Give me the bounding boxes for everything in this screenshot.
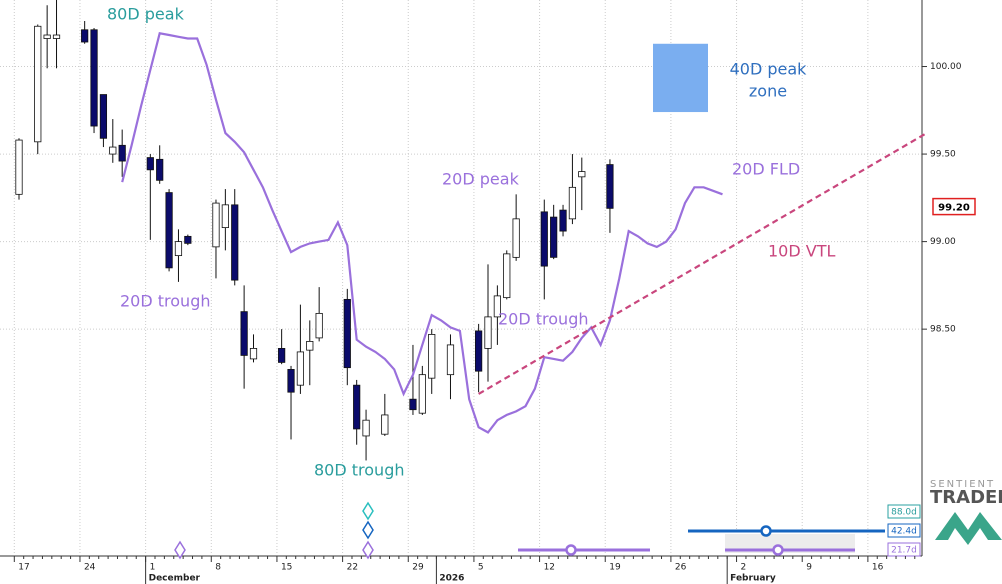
candle-body [15, 139, 23, 195]
plot-area [15, 0, 723, 461]
last-price-box [932, 197, 976, 216]
x-tick-label: 29 [412, 563, 424, 573]
y-tick-label: 98.50 [930, 325, 956, 335]
logo-mark [935, 512, 1002, 545]
candle-body [174, 241, 183, 257]
candle-body [81, 29, 89, 43]
candle-body [43, 34, 51, 39]
candle-body [278, 348, 286, 363]
candle-body [156, 158, 164, 181]
candle-body [146, 157, 154, 171]
annotation: 80D trough [314, 461, 405, 480]
candle-body [315, 312, 323, 339]
candle-body [381, 414, 389, 435]
zone-label: 40D peak [730, 60, 808, 79]
cycle-diamond [362, 540, 374, 560]
cycle-diamond [362, 501, 374, 521]
annotation: 20D peak [442, 170, 520, 189]
vtl-label: 10D VTL [768, 242, 835, 261]
cycle-diamond [362, 520, 374, 540]
candle-body [212, 202, 220, 248]
candle-body [184, 235, 192, 244]
x-tick-label: 12 [544, 563, 555, 573]
candle-body [550, 216, 558, 258]
candle-body [446, 344, 455, 376]
candle-body [559, 209, 567, 232]
cycle-label: 88.0d [891, 508, 917, 518]
cycle-dot [772, 544, 784, 556]
month-label: February [730, 574, 776, 584]
fld-line [121, 32, 723, 434]
cycle-label: 42.4d [891, 527, 917, 537]
candle-body [409, 398, 417, 411]
logo-text: SENTIENT [930, 479, 995, 490]
x-tick-label: 17 [18, 563, 29, 573]
candle-body [34, 25, 42, 143]
candle-body [306, 341, 314, 351]
month-label: December [149, 574, 201, 584]
candle-body [99, 94, 108, 139]
x-tick-label: 8 [215, 563, 221, 573]
candle-body [606, 164, 614, 209]
candle-body [90, 29, 98, 127]
candle-body [493, 295, 501, 318]
candle-body [353, 384, 361, 430]
x-tick-label: 2 [741, 563, 747, 573]
annotation: 20D trough [498, 310, 589, 329]
x-tick-label: 26 [675, 563, 687, 573]
cycle-dot [760, 525, 772, 537]
y-tick-label: 100.00 [930, 62, 962, 72]
logo-text: TRADER [930, 487, 1002, 508]
cycle-shade [725, 534, 855, 553]
candle-body [287, 369, 295, 393]
candle-body [296, 351, 305, 386]
cycle-box [887, 523, 921, 538]
x-tick-label: 24 [84, 563, 96, 573]
candle-body [231, 204, 239, 281]
candle-body [484, 316, 492, 349]
cycle-label: 21.7d [891, 546, 917, 556]
x-tick-label: 16 [872, 563, 884, 573]
candle-body [343, 298, 351, 369]
candle-body [512, 218, 520, 258]
x-tick-label: 15 [281, 563, 292, 573]
cycle-dot [565, 544, 577, 556]
candle-body [418, 374, 426, 414]
candle-body [568, 186, 577, 220]
y-tick-label: 99.00 [930, 237, 956, 247]
candle-body [221, 204, 229, 229]
vtl-line [478, 131, 928, 395]
x-tick-label: 9 [806, 563, 812, 573]
x-tick-label: 22 [347, 563, 358, 573]
cycle-box [887, 504, 921, 519]
candle-body [503, 253, 511, 299]
x-tick-label: 1 [150, 563, 156, 573]
candle-body [109, 146, 117, 155]
candle-body [52, 34, 61, 39]
candle-body [362, 419, 370, 437]
candle-body [249, 348, 258, 360]
candle-body [118, 144, 126, 162]
y-tick-label: 99.50 [930, 150, 956, 160]
candle-body [540, 211, 548, 267]
zone-label: zone [749, 82, 787, 101]
x-tick-label: 19 [609, 563, 621, 573]
candle-body [240, 311, 248, 356]
candle-body [428, 334, 436, 379]
candle-body [578, 171, 586, 178]
peak-zone [653, 43, 708, 113]
cycle-diamond [174, 540, 186, 560]
annotation: 80D peak [107, 5, 185, 24]
month-label: 2026 [439, 574, 464, 584]
candle-body [165, 192, 173, 269]
grid [0, 0, 922, 555]
annotation: 20D trough [120, 292, 211, 311]
cycle-box [887, 542, 921, 557]
candle-body [475, 330, 483, 372]
fld-label: 20D FLD [732, 160, 800, 179]
last-price-label: 99.20 [938, 203, 970, 214]
x-tick-label: 5 [478, 563, 484, 573]
